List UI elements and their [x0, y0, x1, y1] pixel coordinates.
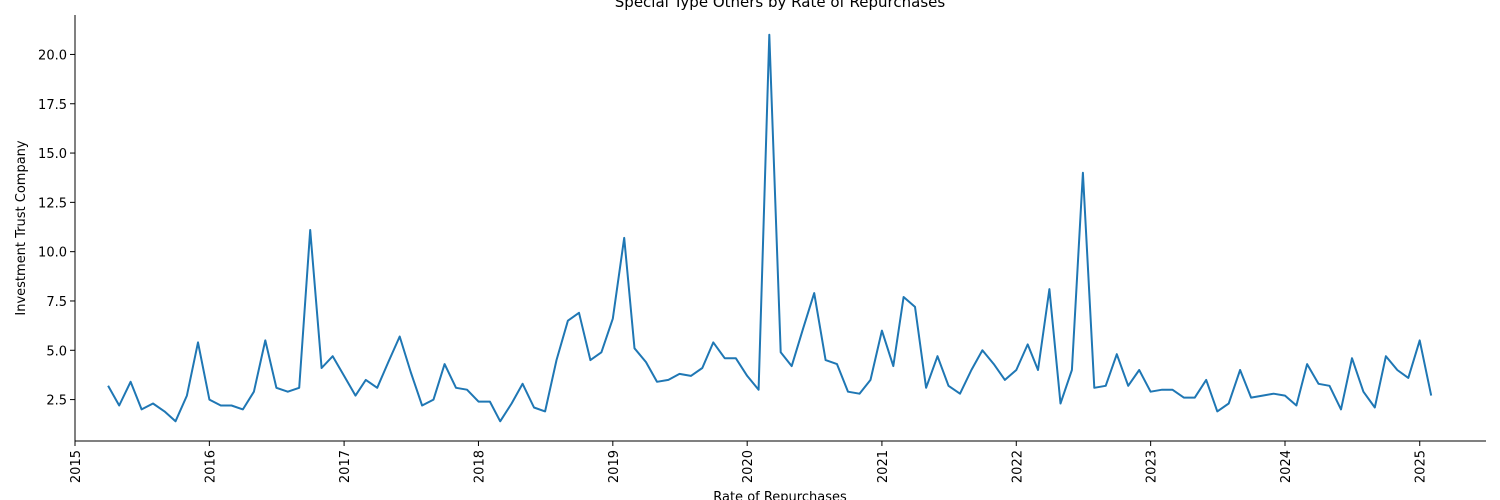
x-tick-label: 2016	[203, 450, 218, 483]
y-axis-title: Investment Trust Company	[14, 140, 29, 316]
y-axis-ticks: 2.5 5.0 7.5 10.0 12.5 15.0 17.5 20.0	[38, 48, 75, 409]
y-tick-label: 17.5	[38, 98, 67, 113]
x-tick-label: 2015	[69, 450, 84, 483]
x-axis-ticks: 2015 2016 2017 2018 2019 2020 2021 2022 2023 2024…	[69, 441, 1429, 483]
y-tick-label: 20.0	[38, 48, 67, 63]
x-tick-label: 2021	[876, 450, 891, 483]
chart-title: Special Type Others by Rate of Repurchas…	[615, 0, 946, 11]
y-tick-label: 10.0	[38, 246, 67, 261]
y-tick-label: 12.5	[38, 196, 67, 211]
x-tick-label: 2022	[1010, 450, 1025, 483]
x-tick-label: 2017	[338, 450, 353, 483]
y-tick-label: 2.5	[46, 394, 67, 409]
x-tick-label: 2025	[1414, 450, 1429, 483]
x-tick-label: 2019	[607, 450, 622, 483]
x-tick-label: 2020	[741, 450, 756, 483]
y-tick-label: 7.5	[46, 295, 67, 310]
y-tick-label: 5.0	[46, 344, 67, 359]
x-axis-title: Rate of Repurchases	[713, 490, 847, 500]
series-line	[107, 33, 1433, 423]
y-tick-label: 15.0	[38, 147, 67, 162]
x-tick-label: 2018	[472, 450, 487, 483]
x-tick-label: 2024	[1279, 450, 1294, 483]
x-tick-label: 2023	[1145, 450, 1160, 483]
